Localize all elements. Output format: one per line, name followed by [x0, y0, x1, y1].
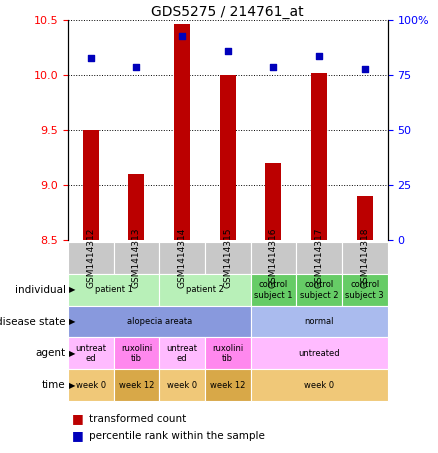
- Point: [361, 65, 368, 72]
- Text: ▶: ▶: [69, 285, 75, 294]
- Text: week 0: week 0: [167, 381, 197, 390]
- Text: GSM1414317: GSM1414317: [314, 228, 324, 289]
- Bar: [265, 163, 282, 240]
- Text: week 0: week 0: [304, 381, 334, 390]
- Text: control
subject 3: control subject 3: [346, 280, 384, 299]
- Point: [179, 32, 186, 39]
- Text: ruxolini
tib: ruxolini tib: [121, 344, 152, 363]
- Point: [224, 48, 231, 55]
- Title: GDS5275 / 214761_at: GDS5275 / 214761_at: [152, 5, 304, 19]
- Text: GSM1414314: GSM1414314: [177, 228, 187, 289]
- Bar: [357, 196, 373, 240]
- Point: [133, 63, 140, 70]
- Text: alopecia areata: alopecia areata: [127, 317, 192, 326]
- Text: untreat
ed: untreat ed: [75, 344, 106, 363]
- Text: disease state: disease state: [0, 317, 66, 327]
- Text: week 0: week 0: [76, 381, 106, 390]
- Text: transformed count: transformed count: [89, 414, 186, 424]
- Bar: [174, 24, 190, 240]
- Text: control
subject 1: control subject 1: [254, 280, 293, 299]
- Text: week 12: week 12: [119, 381, 154, 390]
- Bar: [128, 174, 145, 240]
- Text: ▶: ▶: [69, 349, 75, 358]
- Text: agent: agent: [35, 348, 66, 358]
- Text: untreat
ed: untreat ed: [166, 344, 198, 363]
- Point: [316, 52, 323, 59]
- Text: GSM1414312: GSM1414312: [86, 228, 95, 289]
- Text: ■: ■: [72, 429, 84, 442]
- Point: [87, 54, 94, 61]
- Text: ruxolini
tib: ruxolini tib: [212, 344, 244, 363]
- Text: ▶: ▶: [69, 381, 75, 390]
- Text: control
subject 2: control subject 2: [300, 280, 339, 299]
- Text: untreated: untreated: [298, 349, 340, 358]
- Text: GSM1414315: GSM1414315: [223, 228, 232, 289]
- Text: normal: normal: [304, 317, 334, 326]
- Text: patient 1: patient 1: [95, 285, 133, 294]
- Text: ▶: ▶: [69, 317, 75, 326]
- Text: GSM1414316: GSM1414316: [269, 228, 278, 289]
- Bar: [83, 130, 99, 240]
- Text: ■: ■: [72, 413, 84, 425]
- Point: [270, 63, 277, 70]
- Text: time: time: [42, 380, 66, 390]
- Text: patient 2: patient 2: [186, 285, 224, 294]
- Text: individual: individual: [15, 285, 66, 295]
- Bar: [220, 75, 236, 240]
- Text: GSM1414318: GSM1414318: [360, 228, 369, 289]
- Text: percentile rank within the sample: percentile rank within the sample: [89, 431, 265, 441]
- Text: GSM1414313: GSM1414313: [132, 228, 141, 289]
- Bar: [311, 73, 327, 240]
- Text: week 12: week 12: [210, 381, 245, 390]
